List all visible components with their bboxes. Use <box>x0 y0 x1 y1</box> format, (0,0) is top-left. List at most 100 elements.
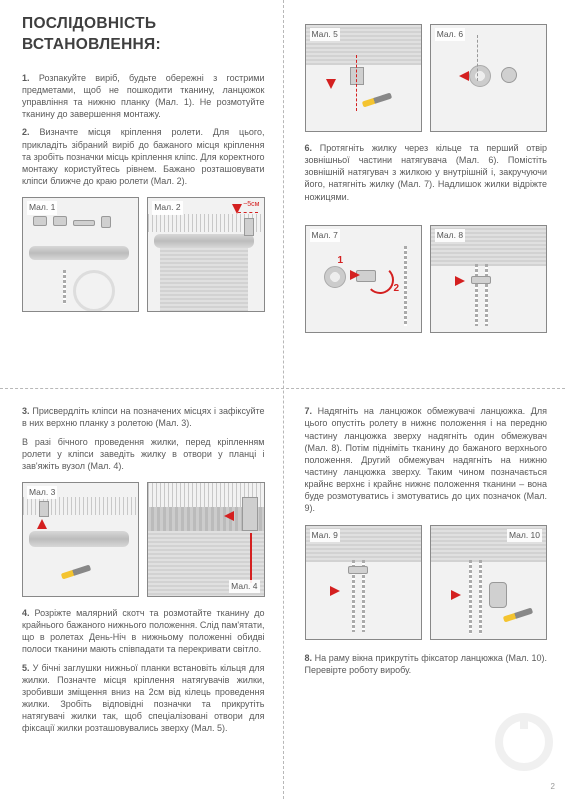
quadrant-2: Мал. 5 Мал. 6 6. Протягніть жилку через … <box>283 0 565 391</box>
figure-7: Мал. 7 1 2 <box>305 225 422 333</box>
limiter-icon <box>348 566 368 574</box>
hardware-icon <box>101 216 111 228</box>
quadrant-4: 7. Надягніть на ланцюжок обмежувачі ланц… <box>283 391 565 799</box>
watermark-stem-icon <box>520 715 528 729</box>
step-7: 7. Надягніть на ланцюжок обмежувачі ланц… <box>305 405 548 514</box>
step-3-text: Присвердліть кліпси на позначених місцях… <box>22 406 265 428</box>
roll-icon <box>154 234 254 248</box>
step-7-text: Надягніть на ланцюжок обмежувачі ланцюжк… <box>305 406 548 513</box>
screwdriver-icon <box>61 565 91 580</box>
page-grid: ПОСЛІДОВНІСТЬ ВСТАНОВЛЕННЯ: 1. Розпакуйт… <box>0 0 565 799</box>
figure-8: Мал. 8 <box>430 225 547 333</box>
step-8: 8. На раму вікна прикрутіть фіксатор лан… <box>305 652 548 676</box>
hardware-icon <box>33 216 47 226</box>
arrow-right-icon <box>330 586 340 596</box>
quadrant-1: ПОСЛІДОВНІСТЬ ВСТАНОВЛЕННЯ: 1. Розпакуйт… <box>0 0 283 391</box>
chain-icon <box>475 264 478 326</box>
step-1-num: 1. <box>22 73 30 83</box>
figure-1-label: Мал. 1 <box>27 201 57 214</box>
fig-row-7-8: Мал. 7 1 2 Мал. 8 <box>305 225 548 333</box>
chain-icon <box>404 246 407 326</box>
fig-row-3-4: Мал. 3 Мал. 4 <box>22 482 265 597</box>
hardware-icon <box>53 216 67 226</box>
chain-icon <box>479 560 482 634</box>
thread-icon <box>477 35 478 81</box>
coil-icon <box>73 270 115 312</box>
step-7-num: 7. <box>305 406 313 416</box>
page-title: ПОСЛІДОВНІСТЬ ВСТАНОВЛЕННЯ: <box>22 14 265 56</box>
arrow-left-icon <box>224 511 234 521</box>
screwdriver-icon <box>361 93 391 108</box>
figure-8-label: Мал. 8 <box>435 229 465 242</box>
figure-10-label: Мал. 10 <box>507 529 542 542</box>
callout-2: 2 <box>394 282 400 296</box>
tensioner-inner-icon <box>501 67 517 83</box>
chain-holder-icon <box>489 582 507 608</box>
arrow-up-icon <box>37 519 47 529</box>
step-4-num: 4. <box>22 608 30 618</box>
step-6-num: 6. <box>305 143 313 153</box>
step-3b: В разі бічного проведення жилки, перед к… <box>22 436 265 472</box>
figure-5-label: Мал. 5 <box>310 28 340 41</box>
figure-2-label: Мал. 2 <box>152 201 182 214</box>
roll-icon <box>29 246 129 260</box>
limiter-icon <box>471 276 491 284</box>
watermark-icon <box>495 713 553 771</box>
step-2-num: 2. <box>22 127 30 137</box>
hardware-icon <box>73 220 95 226</box>
figure-9: Мал. 9 <box>305 525 422 640</box>
figure-1: Мал. 1 <box>22 197 139 312</box>
step-2: 2. Визначте місця кріплення ролети. Для … <box>22 126 265 187</box>
callout-1: 1 <box>338 254 344 268</box>
fig-row-9-10: Мал. 9 Мал. 10 <box>305 525 548 640</box>
arrow-down-icon <box>326 79 336 89</box>
fig-row-1-2: Мал. 1 Мал. 2 ~5см <box>22 197 265 312</box>
tensioner-icon <box>324 266 346 288</box>
figure-5: Мал. 5 <box>305 24 422 132</box>
arrow-right-icon <box>350 270 360 280</box>
rotate-arc-icon <box>366 266 394 294</box>
figure-4-label: Мал. 4 <box>229 580 259 593</box>
fabric-icon <box>160 248 248 311</box>
side-cap-icon <box>242 497 258 531</box>
dim-5cm: ~5см <box>243 200 259 209</box>
step-5: 5. У бічні заглушки нижньої планки встан… <box>22 662 265 735</box>
guide-line-icon <box>356 55 357 111</box>
step-3-num: 3. <box>22 406 30 416</box>
step-3: 3. Присвердліть кліпси на позначених міс… <box>22 405 265 429</box>
step-5-text: У бічні заглушки нижньої планки встанові… <box>22 663 265 734</box>
figure-6: Мал. 6 <box>430 24 547 132</box>
tensioner-icon <box>350 67 364 85</box>
step-8-num: 8. <box>305 653 313 663</box>
chain-icon <box>469 560 472 634</box>
thread-icon <box>250 533 252 583</box>
step-4-text: Розріжте малярний скотч та розмотайте тк… <box>22 608 265 654</box>
chain-icon <box>485 264 488 326</box>
chain-icon <box>63 270 66 304</box>
step-1: 1. Розпакуйте виріб, будьте обережні з г… <box>22 72 265 121</box>
step-8-text: На раму вікна прикрутіть фіксатор ланцюж… <box>305 653 548 675</box>
arrow-right-icon <box>451 590 461 600</box>
step-4: 4. Розріжте малярний скотч та розмотайте… <box>22 607 265 656</box>
figure-6-label: Мал. 6 <box>435 28 465 41</box>
fig-row-5-6: Мал. 5 Мал. 6 <box>305 24 548 132</box>
tensioner-outer-icon <box>469 65 491 87</box>
figure-10: Мал. 10 <box>430 525 547 640</box>
step-2-text: Визначте місця кріплення ролети. Для цьо… <box>22 127 265 186</box>
screwdriver-icon <box>503 607 533 622</box>
figure-3: Мал. 3 <box>22 482 139 597</box>
figure-3-label: Мал. 3 <box>27 486 57 499</box>
arrow-icon <box>459 71 469 81</box>
step-6: 6. Протягніть жилку через кільце та перш… <box>305 142 548 203</box>
roll-icon <box>29 531 129 547</box>
quadrant-3: 3. Присвердліть кліпси на позначених міс… <box>0 391 283 799</box>
step-1-text: Розпакуйте виріб, будьте обережні з гост… <box>22 73 265 119</box>
step-5-num: 5. <box>22 663 30 673</box>
figure-9-label: Мал. 9 <box>310 529 340 542</box>
figure-7-label: Мал. 7 <box>310 229 340 242</box>
step-6-text: Протягніть жилку через кільце та перший … <box>305 143 548 202</box>
clip-icon <box>244 218 254 236</box>
dim-line-icon <box>238 212 258 213</box>
figure-4: Мал. 4 <box>147 482 264 597</box>
figure-2: Мал. 2 ~5см <box>147 197 264 312</box>
